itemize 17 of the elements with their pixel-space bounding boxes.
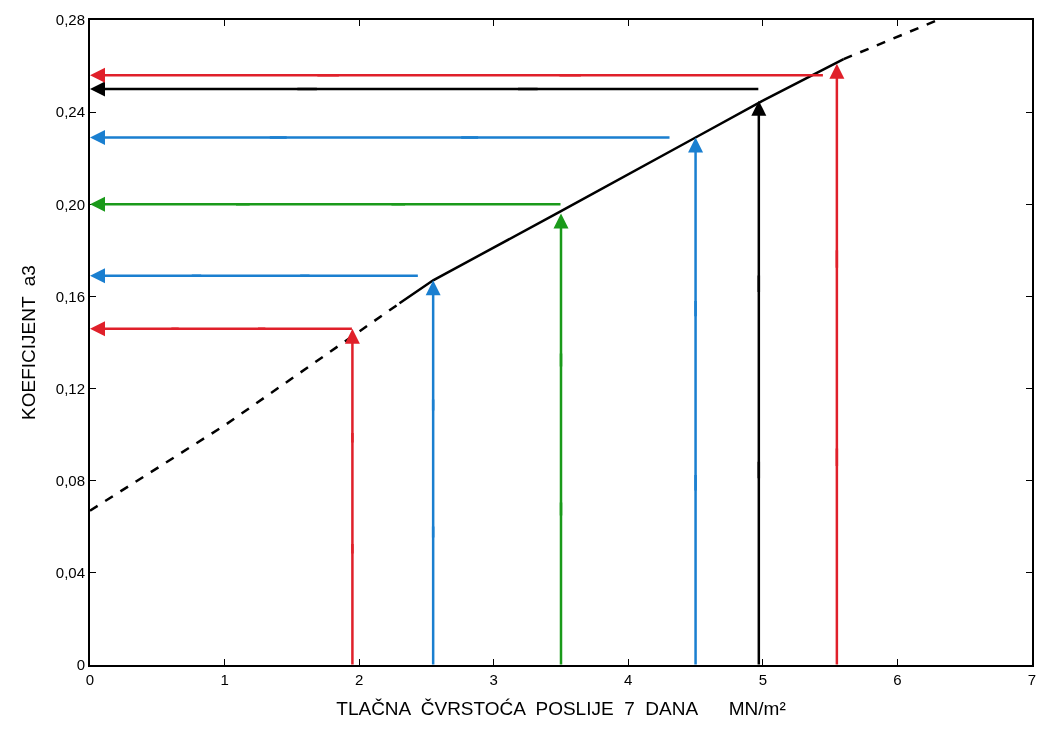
x-tick-label: 7: [1027, 671, 1037, 688]
y-tick-label: 0,24: [55, 103, 85, 121]
x-axis-title: TLAČNA ČVRSTOĆA POSLIJE 7 DANA MN/m²: [336, 698, 786, 720]
x-tick-label: 1: [220, 671, 229, 688]
x-tick-label: 3: [489, 671, 498, 688]
y-tick-label: 0,28: [55, 11, 85, 29]
y-tick-label: 0,12: [55, 379, 85, 397]
x-tick-label: 2: [354, 671, 364, 688]
y-tick-label: 0: [76, 656, 85, 674]
y-tick-label: 0,04: [55, 564, 85, 582]
y-tick-label: 0,16: [55, 287, 85, 305]
x-tick-label: 6: [893, 671, 902, 688]
x-tick-label: 5: [758, 671, 768, 688]
x-tick-label: 4: [624, 671, 633, 688]
y-tick-label: 0,08: [55, 471, 85, 489]
y-axis-title: KOEFICIJENT a3: [18, 265, 40, 420]
y-tick-label: 0,20: [55, 195, 85, 213]
